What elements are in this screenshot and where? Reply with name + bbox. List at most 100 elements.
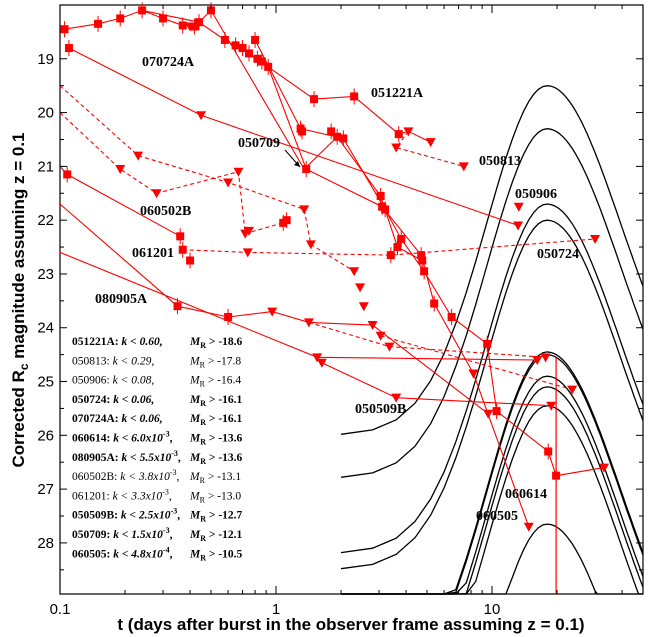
grb-label: 061201: [132, 246, 174, 261]
model-curves: [340, 85, 644, 595]
upper-limit-marker: [316, 358, 327, 368]
grb-label: 051221A: [371, 86, 424, 101]
upper-limit-marker: [223, 178, 234, 188]
y-axis-title-part-2: magnitude assuming z = 0.1: [9, 133, 28, 364]
detection-marker: [339, 134, 348, 143]
upper-limit-marker: [546, 401, 557, 411]
connector-line: [141, 9, 431, 143]
detection-marker: [206, 6, 215, 15]
upper-limit-marker: [133, 151, 144, 161]
legend-entry: 080905A: k < 5.5x10-3, MR > -13.6: [72, 449, 243, 466]
x-tick-label: 0.1: [50, 601, 71, 618]
legend-entry: 050509B: k < 2.5x10-3, MR > -12.7: [72, 507, 243, 524]
upper-limit-marker: [468, 369, 479, 379]
upper-limit-marker: [599, 463, 610, 473]
y-tick-label: 26: [37, 427, 54, 444]
grb-label: 050509B: [355, 402, 406, 417]
legend-entry: 060614: k < 6.0x10-3, MR > -13.6: [72, 430, 243, 447]
legend-entry: 061201: k < 3.3x10-3, MR > -13.0: [72, 487, 241, 504]
detection-marker: [253, 54, 262, 63]
detection-marker: [282, 216, 291, 225]
detection-marker: [138, 6, 147, 15]
detection-marker: [327, 127, 336, 136]
legend-entry: 050709: k < 1.5x10-3, MR > -12.1: [72, 526, 243, 543]
legend: 051221A: k < 0.60, MR > -18.6 050813: k < …: [72, 336, 243, 562]
grb-label: 060505: [476, 509, 518, 524]
detection-marker: [245, 49, 254, 58]
detection-marker: [418, 256, 427, 265]
upper-limit-marker: [532, 356, 543, 366]
connector-line: [59, 166, 181, 237]
upper-limit-marker: [355, 283, 366, 293]
grb-label: 050813: [479, 154, 521, 169]
model-curve: [340, 219, 644, 570]
detection-marker: [63, 170, 72, 179]
legend-entry: 050724: k < 0.06, MR > -16.1: [72, 394, 243, 408]
detection-marker: [186, 256, 195, 265]
grb-label: 070724A: [142, 55, 195, 70]
connector-dashed: [182, 238, 596, 256]
connector-dashed: [380, 335, 573, 391]
x-tick-label: 1: [272, 601, 280, 618]
connector-dashed: [59, 112, 284, 235]
detection-marker: [298, 127, 307, 136]
upper-limit-marker: [196, 111, 207, 121]
detection-marker: [190, 22, 199, 31]
connector-line: [68, 47, 519, 227]
y-tick-label: 21: [37, 158, 54, 175]
detection-marker: [116, 14, 125, 23]
upper-limit-marker: [483, 409, 494, 419]
upper-limit-marker: [267, 307, 278, 317]
grb-label: 050724: [537, 247, 579, 262]
detection-marker: [544, 447, 553, 456]
grb-labels: 070724A 051221A 050709 050813 050906 060502B 0…: [95, 55, 579, 524]
upper-limit-marker: [244, 226, 255, 236]
grb-label: 080905A: [95, 292, 148, 307]
y-axis-title: Corrected Rc magnitude assuming z = 0.1: [9, 133, 31, 468]
upper-limit-marker: [151, 189, 162, 199]
upper-limit-marker: [458, 162, 469, 172]
detection-marker: [231, 41, 240, 50]
upper-limit-marker: [358, 302, 369, 312]
upper-limit-marker: [375, 331, 386, 341]
detection-marker: [483, 339, 492, 348]
detection-marker: [302, 165, 311, 174]
legend-entry: 050813: k < 0.29, MR > -17.8: [72, 355, 241, 369]
detection-marker: [264, 62, 273, 71]
detection-marker: [492, 407, 501, 416]
legend-entry: 070724A: k < 0.06, MR > -16.1: [72, 413, 243, 427]
detection-marker: [159, 14, 168, 23]
detection-marker: [176, 232, 185, 241]
model-curve: [341, 351, 644, 595]
upper-limit-marker: [513, 202, 524, 212]
detection-marker: [60, 25, 69, 34]
upper-limit-marker: [403, 127, 414, 137]
detection-marker: [393, 243, 402, 252]
detection-marker: [310, 95, 319, 104]
model-curve: [341, 375, 644, 595]
grb-label: 060614: [505, 487, 547, 502]
legend-entry: 051221A: k < 0.60, MR > -18.6: [72, 336, 243, 350]
upper-limit-marker: [367, 321, 378, 331]
upper-limit-marker: [303, 318, 314, 328]
connector-dashed: [59, 85, 355, 272]
svg-text:Corrected Rc magnitude assumin: Corrected Rc magnitude assuming z = 0.1: [9, 133, 31, 468]
connector-dashed: [395, 131, 464, 167]
y-tick-label: 22: [37, 212, 54, 229]
grb-label: 060502B: [140, 204, 191, 219]
detection-marker: [220, 35, 229, 44]
y-tick-label: 23: [37, 266, 54, 283]
detection-marker: [194, 18, 203, 27]
grb-label: 050709: [238, 136, 280, 151]
arrow-head-050709: [294, 161, 300, 167]
data-markers: [60, 2, 610, 532]
detection-marker: [430, 299, 439, 308]
y-axis-title-sub: c: [17, 363, 31, 370]
detection-marker: [420, 267, 429, 276]
y-tick-label: 19: [37, 51, 54, 68]
legend-entry: 060505: k < 4.8x10-4, MR > -10.5: [72, 545, 243, 562]
model-curve: [340, 85, 644, 435]
detection-marker: [257, 57, 266, 66]
detection-marker: [178, 245, 187, 254]
y-tick-label: 20: [37, 105, 54, 122]
